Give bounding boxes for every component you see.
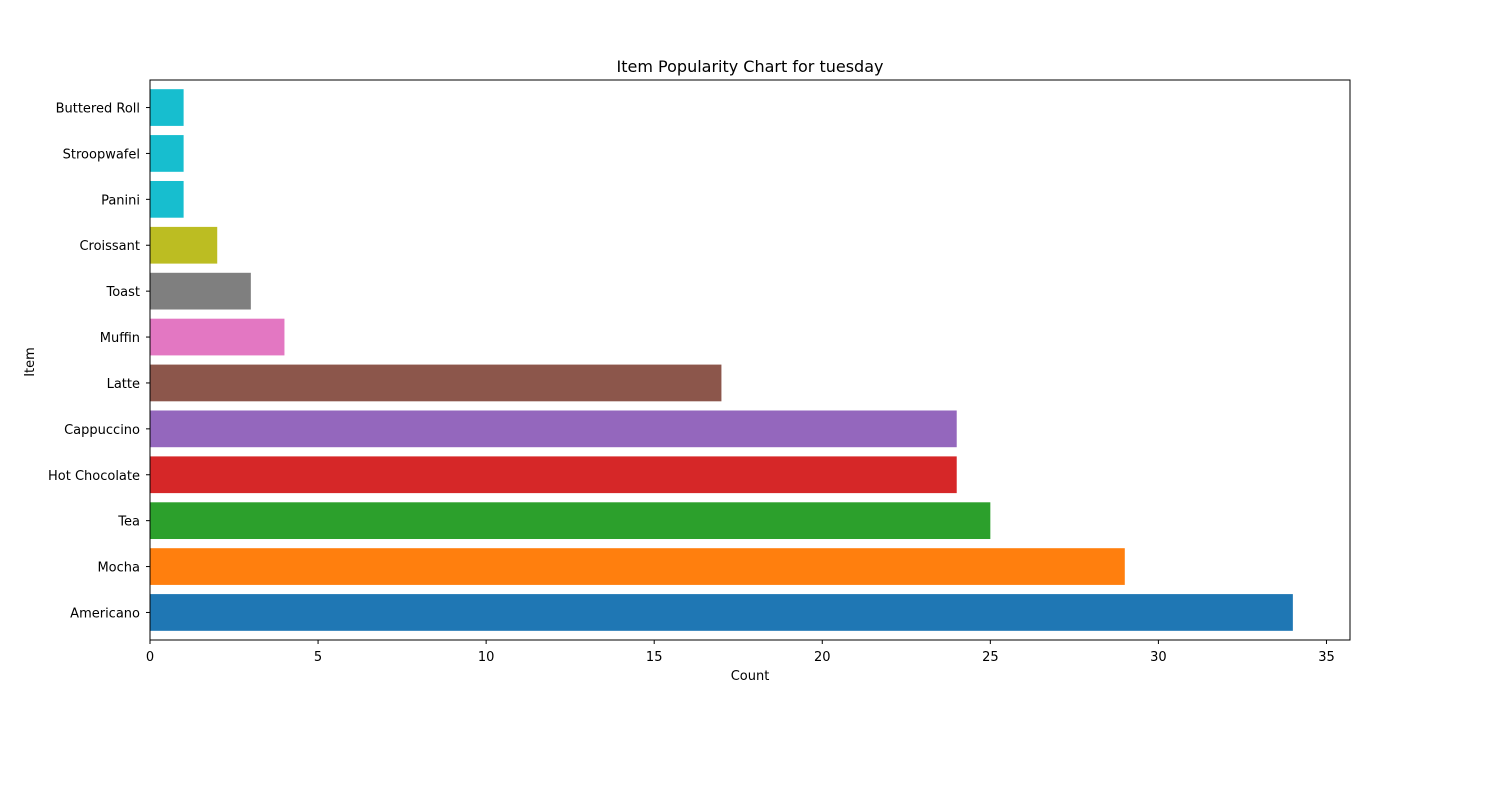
- y-tick-label-buttered-roll: Buttered Roll: [56, 102, 140, 117]
- y-tick-label-croissant: Croissant: [79, 239, 140, 254]
- chart-title: Item Popularity Chart for tuesday: [617, 57, 884, 76]
- y-tick-label-hot-chocolate: Hot Chocolate: [48, 469, 140, 484]
- y-tick-label-cappuccino: Cappuccino: [64, 423, 140, 438]
- bar-buttered-roll: [150, 89, 184, 126]
- bar-hot-chocolate: [150, 456, 957, 494]
- bar-croissant: [150, 226, 218, 264]
- y-tick-label-mocha: Mocha: [97, 561, 140, 576]
- x-tick-label-30: 30: [1150, 650, 1167, 665]
- bar-stroopwafel: [150, 135, 184, 172]
- bar-cappuccino: [150, 410, 957, 448]
- y-tick-label-tea: Tea: [117, 515, 140, 530]
- y-tick-label-toast: Toast: [105, 285, 140, 300]
- y-tick-label-latte: Latte: [107, 377, 140, 392]
- bar-muffin: [150, 318, 285, 356]
- bar-americano: [150, 594, 1293, 631]
- bar-toast: [150, 272, 251, 310]
- bars-layer: [150, 89, 1293, 631]
- bar-latte: [150, 364, 722, 402]
- x-axis: 0 5 10 15 20 25 30 35: [146, 640, 1335, 665]
- bar-mocha: [150, 548, 1125, 585]
- y-tick-label-muffin: Muffin: [100, 331, 140, 346]
- bar-tea: [150, 502, 991, 540]
- y-axis-label: Item: [23, 347, 38, 377]
- x-axis-label: Count: [731, 669, 770, 684]
- y-tick-label-stroopwafel: Stroopwafel: [63, 147, 140, 162]
- x-tick-label-25: 25: [982, 650, 999, 665]
- y-tick-label-americano: Americano: [70, 606, 140, 621]
- x-tick-label-5: 5: [314, 650, 322, 665]
- bar-panini: [150, 180, 184, 218]
- x-tick-label-0: 0: [146, 650, 154, 665]
- y-axis: Americano Mocha Tea Hot Chocolate Cappuccino…: [48, 102, 150, 621]
- x-tick-label-10: 10: [478, 650, 495, 665]
- y-tick-label-panini: Panini: [101, 193, 140, 208]
- x-tick-label-35: 35: [1318, 650, 1335, 665]
- x-tick-label-20: 20: [814, 650, 831, 665]
- x-tick-label-15: 15: [646, 650, 663, 665]
- plot-frame: [149, 79, 1351, 641]
